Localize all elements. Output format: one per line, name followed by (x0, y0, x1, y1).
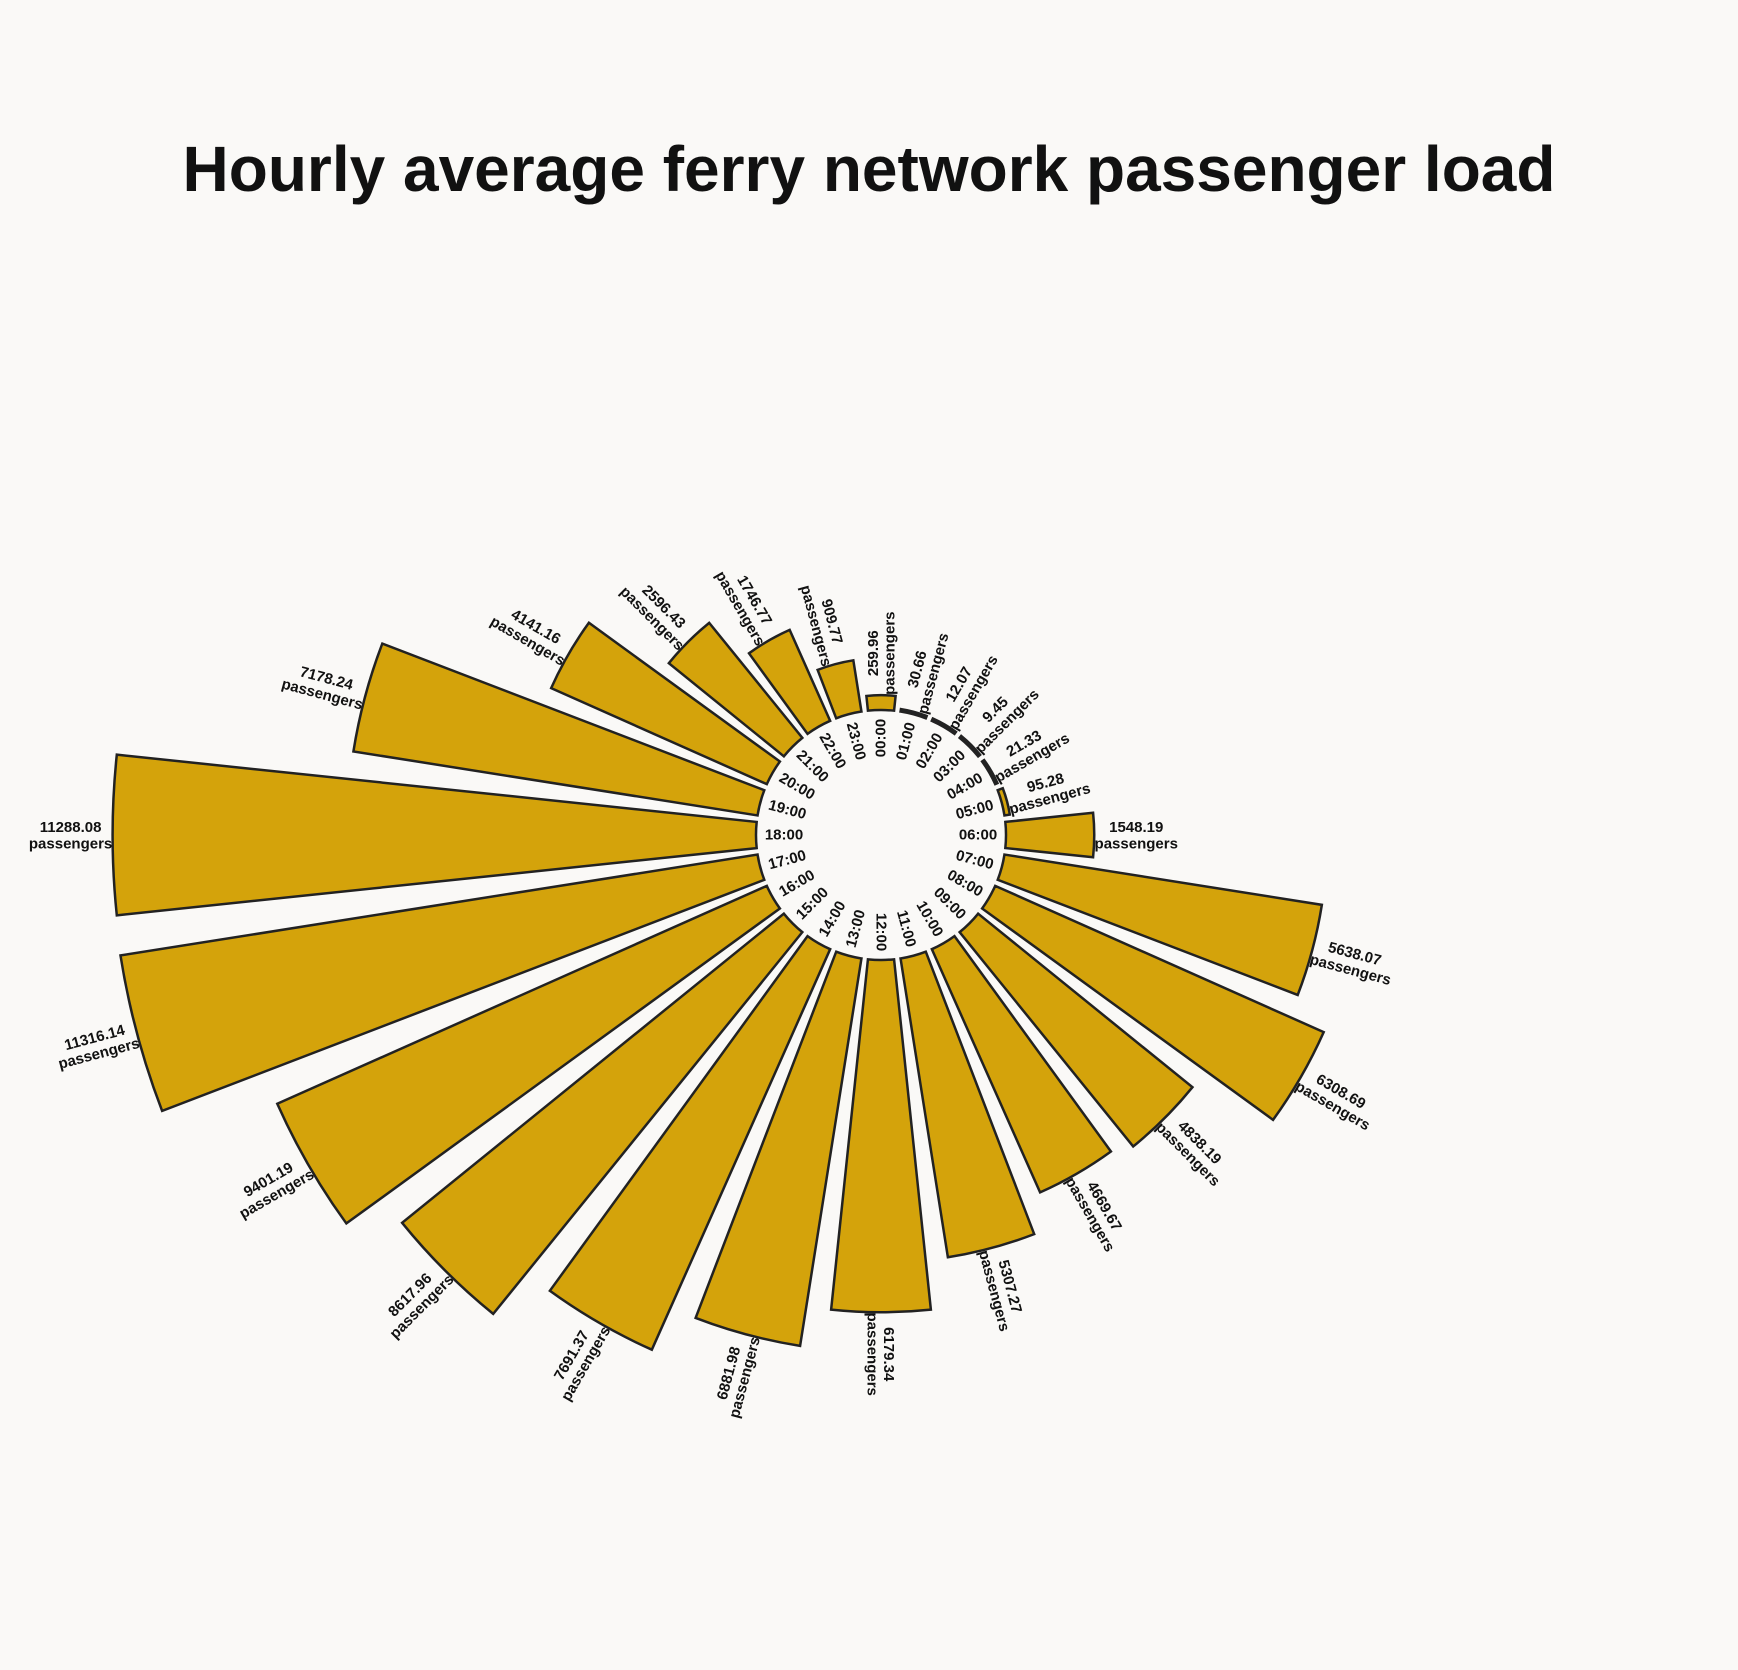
bar-1100 (899, 950, 1036, 1259)
value-label: 6308.69passengers (1292, 1064, 1381, 1135)
bar-0800 (980, 884, 1326, 1122)
hour-label: 12:00 (873, 913, 890, 951)
bar-0400 (980, 758, 1000, 786)
bar-1300 (694, 950, 863, 1348)
value-label: 6179.34passengers (864, 1313, 898, 1396)
bar-0100 (899, 707, 929, 720)
bar-1000 (930, 934, 1113, 1195)
value-label: 6881.98passengers (710, 1331, 764, 1420)
hour-label: 01:00 (893, 721, 919, 762)
chart-title: Hourly average ferry network passenger l… (182, 133, 1556, 205)
value-label: 9401.19passengers (228, 1152, 317, 1223)
value-label: 4669.67passengers (1062, 1166, 1133, 1255)
bar-0200 (930, 716, 958, 736)
value-label: 1746.77passengers (712, 560, 783, 649)
hour-label: 05:00 (954, 797, 995, 823)
hour-label: 00:00 (873, 719, 890, 757)
hour-label: 06:00 (959, 827, 997, 844)
hour-label: 07:00 (954, 847, 995, 873)
bar-0500 (996, 786, 1012, 817)
value-label: 5307.27passengers (975, 1244, 1029, 1333)
hour-label: 19:00 (767, 797, 808, 823)
bar-1500 (400, 911, 805, 1316)
value-label: 259.96passengers (865, 611, 899, 694)
bar-2100 (667, 621, 805, 759)
value-label: 11316.14passengers (52, 1019, 141, 1073)
hour-label: 23:00 (843, 721, 869, 762)
bar-1700 (119, 853, 766, 1113)
bars-layer (111, 621, 1326, 1352)
bar-1800 (111, 753, 759, 917)
hour-label: 17:00 (767, 847, 808, 873)
value-label: 7691.37passengers (544, 1315, 615, 1404)
bar-2200 (747, 628, 832, 736)
bar-0300 (957, 734, 982, 759)
value-label: 4838.19passengers (1152, 1107, 1235, 1190)
hour-label: 18:00 (765, 827, 803, 844)
bar-2000 (549, 621, 782, 786)
hour-label: 13:00 (843, 908, 869, 949)
bar-2300 (816, 658, 863, 720)
bar-1900 (351, 641, 766, 817)
value-label: 909.77passengers (797, 579, 851, 668)
value-label: 5638.07passengers (1308, 935, 1397, 989)
value-label: 2596.43passengers (616, 571, 699, 654)
value-label: 7178.24passengers (280, 660, 369, 714)
bar-1200 (829, 957, 933, 1314)
value-label: 11288.08 passengers (29, 819, 112, 853)
bar-0900 (957, 911, 1195, 1149)
bar-1400 (548, 934, 832, 1352)
value-label: 8617.96passengers (375, 1260, 458, 1343)
value-label: 1548.19 passengers (1095, 819, 1178, 853)
value-label: 4141.16passengers (487, 599, 576, 670)
bar-1600 (275, 884, 782, 1226)
value-label: 30.66passengers (899, 627, 953, 716)
bar-0700 (996, 853, 1324, 997)
bar-0600 (1003, 811, 1096, 859)
bar-0000 (865, 693, 897, 713)
hour-label: 11:00 (893, 908, 919, 949)
